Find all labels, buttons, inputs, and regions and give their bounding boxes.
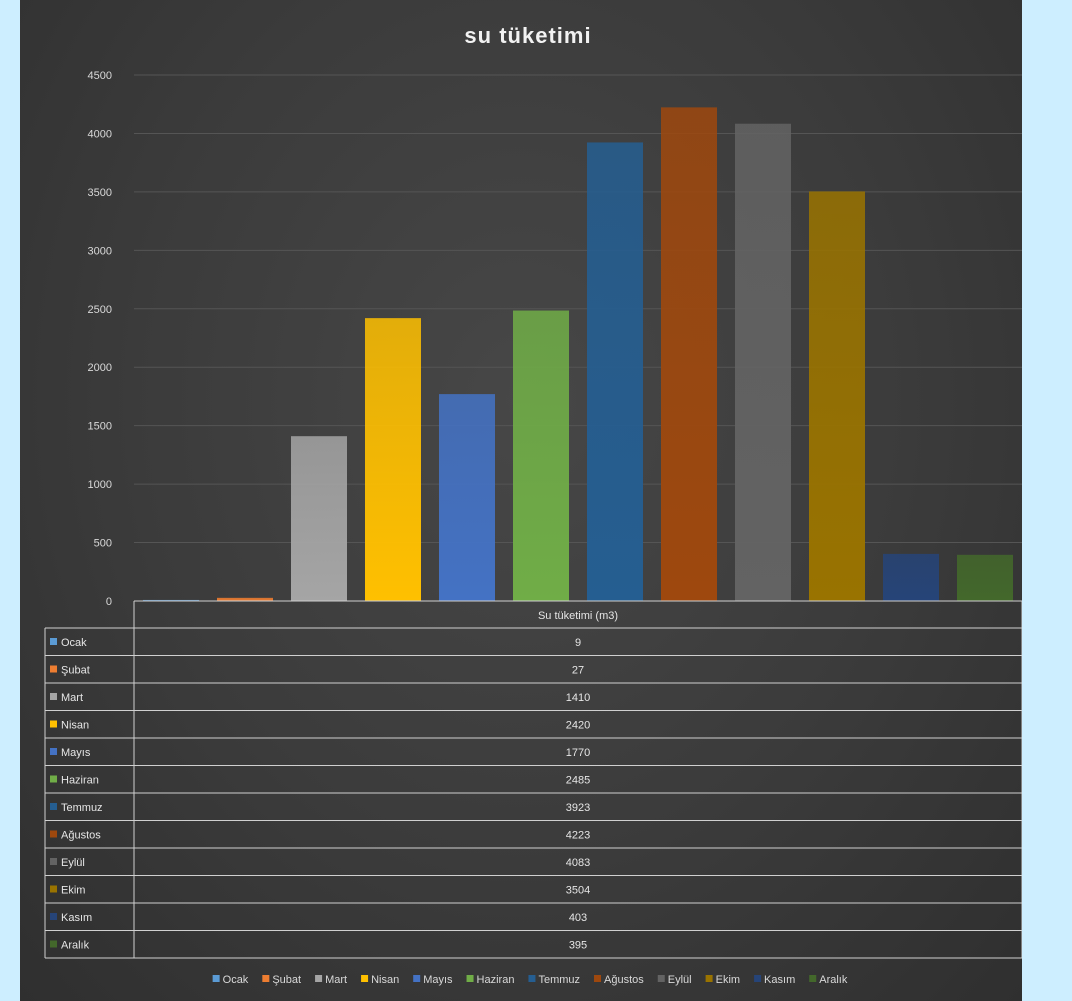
table-row-label: Kasım xyxy=(61,912,92,924)
legend-label: Eylül xyxy=(668,974,692,986)
chart-title: su tüketimi xyxy=(464,23,591,48)
bar-şubat xyxy=(217,597,273,601)
y-tick-label: 3500 xyxy=(88,187,112,199)
table-header: Su tüketimi (m3) xyxy=(538,610,618,622)
table-row-value: 2420 xyxy=(566,720,590,732)
table-row-swatch xyxy=(50,665,57,673)
bar-mayıs xyxy=(439,394,495,601)
table-row-swatch xyxy=(50,885,57,893)
table-row-swatch xyxy=(50,748,57,755)
legend-swatch xyxy=(466,975,474,982)
table-row-label: Haziran xyxy=(61,775,99,787)
bar-haziran xyxy=(513,310,569,601)
bar-eylül xyxy=(735,123,791,601)
legend-swatch xyxy=(413,975,421,982)
table-row-value: 2485 xyxy=(566,775,590,787)
table-row-value: 403 xyxy=(569,912,587,924)
table-row-label: Şubat xyxy=(61,665,90,677)
bar-ocak xyxy=(143,599,199,601)
y-tick-label: 2000 xyxy=(88,362,112,374)
table-row-label: Aralık xyxy=(61,940,90,952)
table-row-label: Temmuz xyxy=(61,802,103,814)
legend-swatch xyxy=(315,975,323,982)
legend-label: Ekim xyxy=(716,974,740,986)
legend-label: Mayıs xyxy=(423,974,453,986)
legend-item-nisan: Nisan xyxy=(361,974,399,986)
bar-mart xyxy=(291,436,347,601)
bar-nisan xyxy=(365,318,421,601)
y-tick-label: 1500 xyxy=(88,421,112,433)
table-row-value: 4083 xyxy=(566,857,590,869)
legend-label: Nisan xyxy=(371,974,399,986)
bar-aralık xyxy=(957,554,1013,601)
legend-swatch xyxy=(594,975,602,982)
legend-swatch xyxy=(212,975,220,982)
table-row-value: 9 xyxy=(575,637,581,649)
table-row-label: Eylül xyxy=(61,857,85,869)
legend-swatch xyxy=(754,975,762,982)
legend-item-mayıs: Mayıs xyxy=(413,974,453,986)
legend-swatch xyxy=(657,975,665,982)
y-tick-label: 500 xyxy=(94,538,112,550)
legend-item-eylül: Eylül xyxy=(657,974,692,986)
legend-swatch xyxy=(705,975,713,982)
chart-svg: su tüketimi 0 500 1000 1500 2000 2500 3000 3500… xyxy=(44,23,1022,986)
y-tick-label: 3000 xyxy=(88,245,112,257)
table-row-label: Ağustos xyxy=(61,830,101,842)
y-tick-label: 1000 xyxy=(88,479,112,491)
table-row-value: 395 xyxy=(569,940,587,952)
bar-temmuz xyxy=(587,142,643,601)
legend-label: Ocak xyxy=(223,974,249,986)
table-row-label: Ocak xyxy=(61,637,87,649)
legend-swatch xyxy=(262,975,270,982)
legend-label: Ağustos xyxy=(604,974,644,986)
y-tick-label: 4000 xyxy=(88,128,112,140)
legend-label: Haziran xyxy=(477,974,515,986)
legend-item-kasım: Kasım xyxy=(754,974,795,986)
table-row-value: 27 xyxy=(572,665,584,677)
legend-item-ocak: Ocak xyxy=(212,974,249,986)
legend-item-şubat: Şubat xyxy=(262,974,301,986)
chart-area: su tüketimi 0 500 1000 1500 2000 2500 3000 3500… xyxy=(20,0,1022,1001)
legend-item-aralık: Aralık xyxy=(809,974,848,986)
table-row-value: 4223 xyxy=(566,830,590,842)
legend-item-mart: Mart xyxy=(315,974,347,986)
y-tick-label: 4500 xyxy=(88,70,112,82)
table-row-swatch xyxy=(50,940,57,948)
bar-ağustos xyxy=(661,107,717,601)
legend-item-temmuz: Temmuz xyxy=(528,974,580,986)
table-row-swatch xyxy=(50,775,57,783)
legend-swatch xyxy=(528,975,536,982)
table-row-label: Ekim xyxy=(61,885,85,897)
legend-swatch xyxy=(809,975,817,982)
legend-label: Aralık xyxy=(819,974,848,986)
legend-label: Mart xyxy=(325,974,347,986)
legend-label: Şubat xyxy=(272,974,301,986)
legend-swatch xyxy=(361,975,369,982)
table-row-swatch xyxy=(50,720,57,728)
legend-label: Temmuz xyxy=(538,974,580,986)
bar-kasım xyxy=(883,553,939,601)
table-row-swatch xyxy=(50,803,57,810)
legend-item-ekim: Ekim xyxy=(705,974,740,986)
table-row-value: 3504 xyxy=(566,885,590,897)
table-row-label: Nisan xyxy=(61,720,89,732)
table-row-swatch xyxy=(50,638,57,645)
table-row-swatch xyxy=(50,913,57,920)
table-row-swatch xyxy=(50,858,57,865)
y-tick-label: 0 xyxy=(106,596,112,608)
table-row-swatch xyxy=(50,830,57,838)
table-row-label: Mayıs xyxy=(61,747,91,759)
legend-label: Kasım xyxy=(764,974,795,986)
legend-item-haziran: Haziran xyxy=(466,974,515,986)
table-row-value: 3923 xyxy=(566,802,590,814)
table-row-value: 1770 xyxy=(566,747,590,759)
y-tick-label: 2500 xyxy=(88,304,112,316)
table-row-label: Mart xyxy=(61,692,83,704)
table-row-value: 1410 xyxy=(566,692,590,704)
bar-ekim xyxy=(809,191,865,601)
table-row-swatch xyxy=(50,693,57,700)
legend-item-ağustos: Ağustos xyxy=(594,974,644,986)
